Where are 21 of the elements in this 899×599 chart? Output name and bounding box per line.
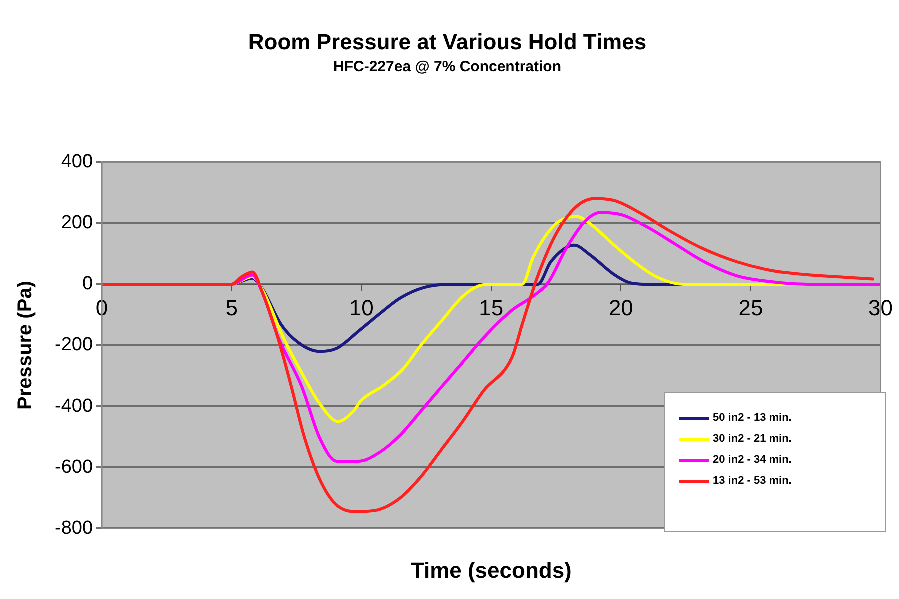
x-tick-label: 30 xyxy=(868,296,894,321)
y-tick-label: 0 xyxy=(82,274,94,295)
chart-title: Room Pressure at Various Hold Times xyxy=(248,29,647,54)
x-tick-label: 15 xyxy=(479,296,504,321)
legend-label: 50 in2 - 13 min. xyxy=(713,412,792,424)
y-tick-label: -400 xyxy=(54,396,94,417)
x-tick-label: 20 xyxy=(608,296,634,321)
y-tick-label: -200 xyxy=(54,334,94,356)
x-tick-label: 5 xyxy=(226,296,238,321)
y-tick-label: -800 xyxy=(54,518,94,539)
legend-label: 13 in2 - 53 min. xyxy=(713,475,792,487)
y-tick-label: 200 xyxy=(61,212,94,234)
x-axis-title: Time (seconds) xyxy=(410,558,572,583)
y-axis-title: Pressure (Pa) xyxy=(14,281,37,410)
y-tick-label: -600 xyxy=(54,456,94,478)
chart-subtitle: HFC-227ea @ 7% Concentration xyxy=(333,58,562,76)
x-tick-label: 10 xyxy=(349,296,374,321)
legend-label: 20 in2 - 34 min. xyxy=(713,454,792,466)
legend-label: 30 in2 - 21 min. xyxy=(713,433,792,445)
x-tick-label: 25 xyxy=(738,296,764,321)
y-tick-label: 400 xyxy=(61,152,94,173)
